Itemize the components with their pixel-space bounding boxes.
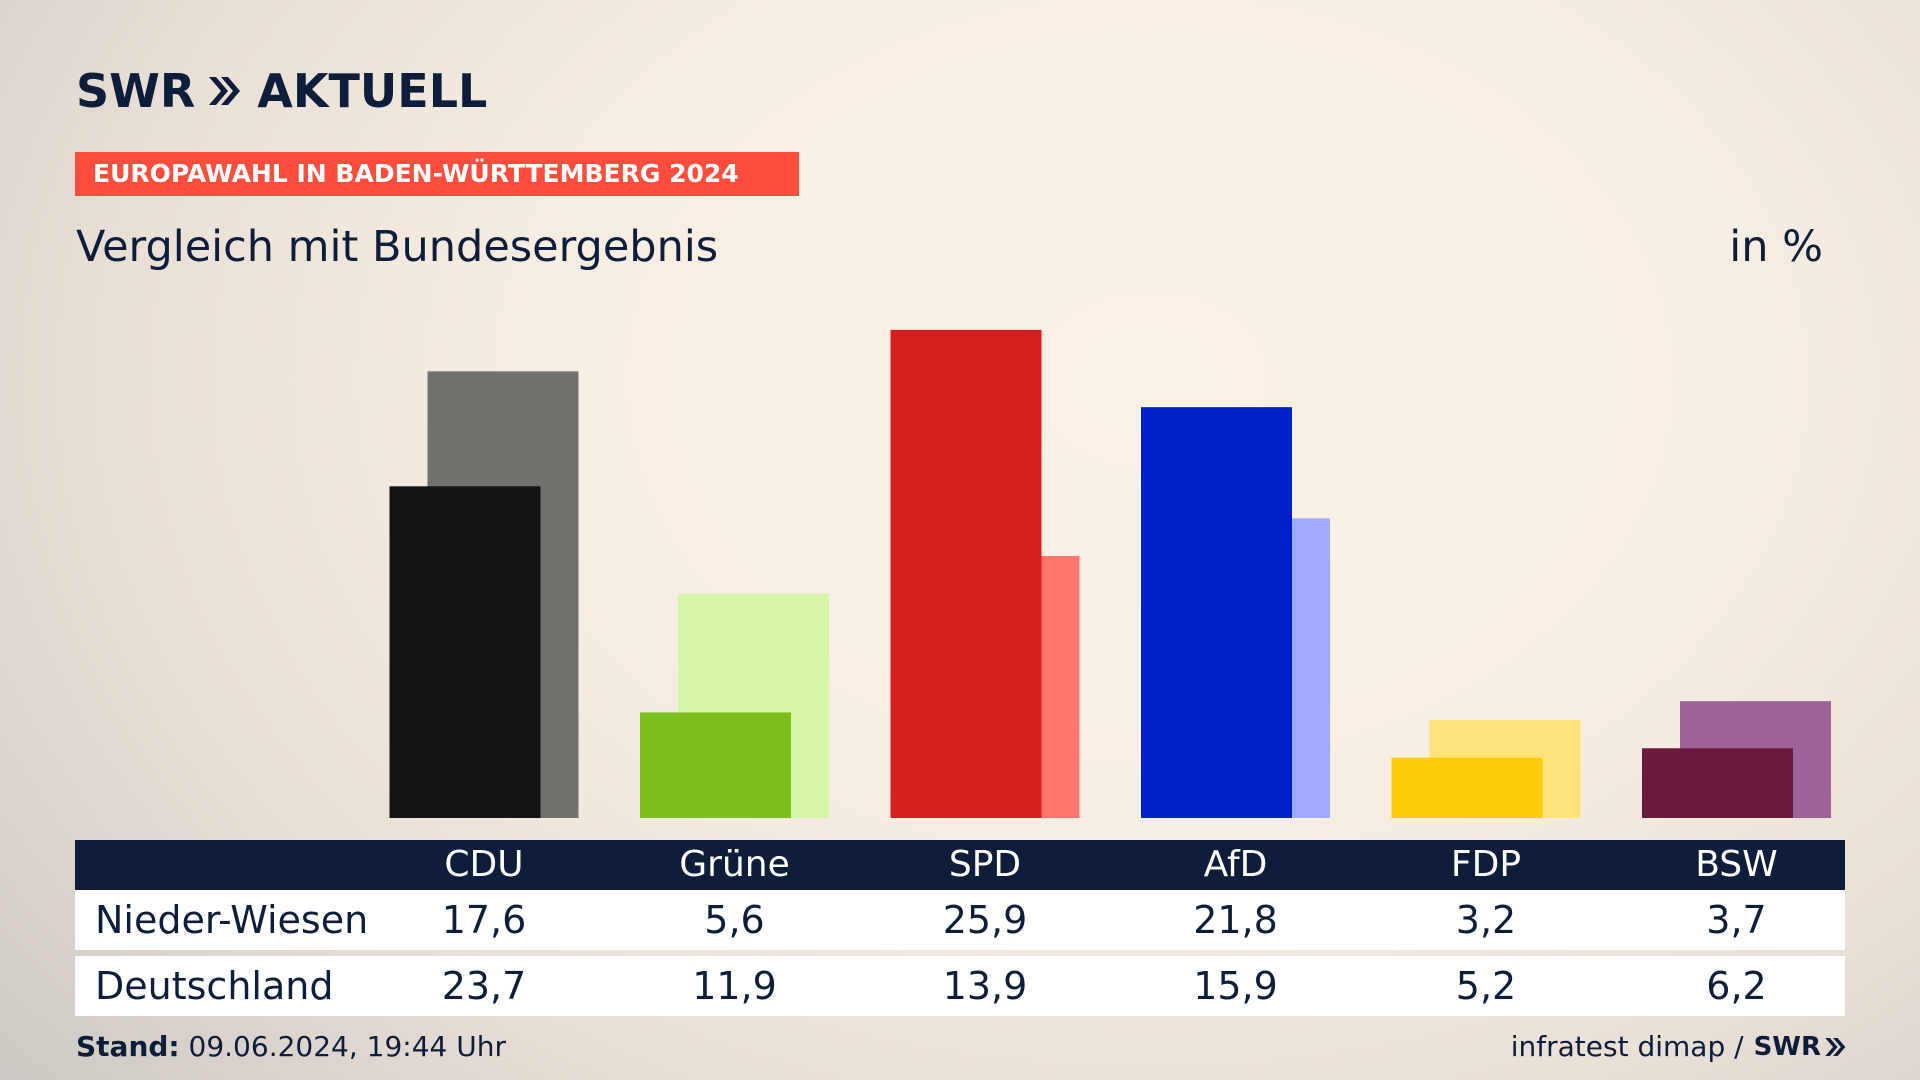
- row-label-local: Nieder-Wiesen: [95, 898, 369, 942]
- column-header-spd: SPD: [948, 844, 1022, 885]
- chevron-right-double-icon: [1825, 1037, 1846, 1056]
- value-national-fdp: 5,2: [1455, 964, 1517, 1008]
- stand-value: 09.06.2024, 19:44 Uhr: [188, 1030, 506, 1063]
- chevron-right-double-icon: [207, 74, 241, 108]
- brand-suffix: AKTUELL: [257, 64, 488, 118]
- source-brand-logo: SWR: [1754, 1032, 1846, 1062]
- bar-chart: [389, 329, 1831, 818]
- timestamp: Stand: 09.06.2024, 19:44 Uhr: [76, 1030, 506, 1063]
- column-header-bsw: BSW: [1695, 844, 1778, 885]
- value-local-spd: 25,9: [942, 898, 1028, 942]
- value-local-cdu: 17,6: [441, 898, 527, 942]
- source-credit: infratest dimap / SWR: [1511, 1030, 1846, 1063]
- value-national-grüne: 11,9: [692, 964, 777, 1008]
- stand-label: Stand:: [76, 1030, 180, 1063]
- chart-subtitle: Vergleich mit Bundesergebnis: [76, 222, 719, 272]
- column-header-fdp: FDP: [1450, 844, 1522, 885]
- table-header: CDU Grüne SPD AfD FDP BSW: [75, 840, 1845, 890]
- bar-local-afd: [1141, 407, 1292, 818]
- value-national-afd: 15,9: [1193, 964, 1278, 1008]
- value-local-grüne: 5,6: [704, 898, 765, 942]
- source-text: infratest dimap /: [1510, 1030, 1744, 1063]
- row-label-national: Deutschland: [95, 964, 334, 1008]
- column-header-cdu: CDU: [444, 844, 524, 885]
- results-table: CDU Grüne SPD AfD FDP BSW Nieder-Wiesen 17,6 5…: [75, 840, 1845, 1016]
- unit-label: in %: [1729, 222, 1823, 272]
- value-local-bsw: 3,7: [1706, 898, 1767, 942]
- bar-local-fdp: [1391, 757, 1543, 818]
- bar-local-bsw: [1642, 748, 1793, 818]
- election-tag: EUROPAWAHL IN BADEN-WÜRTTEMBERG 2024: [75, 152, 799, 196]
- value-national-cdu: 23,7: [441, 964, 527, 1008]
- value-local-afd: 21,8: [1193, 898, 1278, 942]
- table-row-national: Deutschland 23,7 11,9 13,9 15,9 5,2 6,2: [75, 956, 1845, 1016]
- swr-aktuell-logo: SWR AKTUELL: [76, 64, 488, 118]
- value-national-spd: 13,9: [942, 964, 1028, 1008]
- source-brand-name: SWR: [1753, 1031, 1821, 1062]
- bar-local-grüne: [640, 712, 791, 818]
- table-row-local: Nieder-Wiesen 17,6 5,6 25,9 21,8 3,2 3,7: [75, 890, 1845, 950]
- brand-name: SWR: [76, 64, 196, 118]
- value-local-fdp: 3,2: [1455, 898, 1517, 942]
- bar-local-spd: [890, 329, 1042, 818]
- column-header-afd: AfD: [1203, 844, 1268, 885]
- column-header-grüne: Grüne: [679, 844, 790, 885]
- bar-local-cdu: [389, 486, 541, 818]
- value-national-bsw: 6,2: [1706, 964, 1767, 1008]
